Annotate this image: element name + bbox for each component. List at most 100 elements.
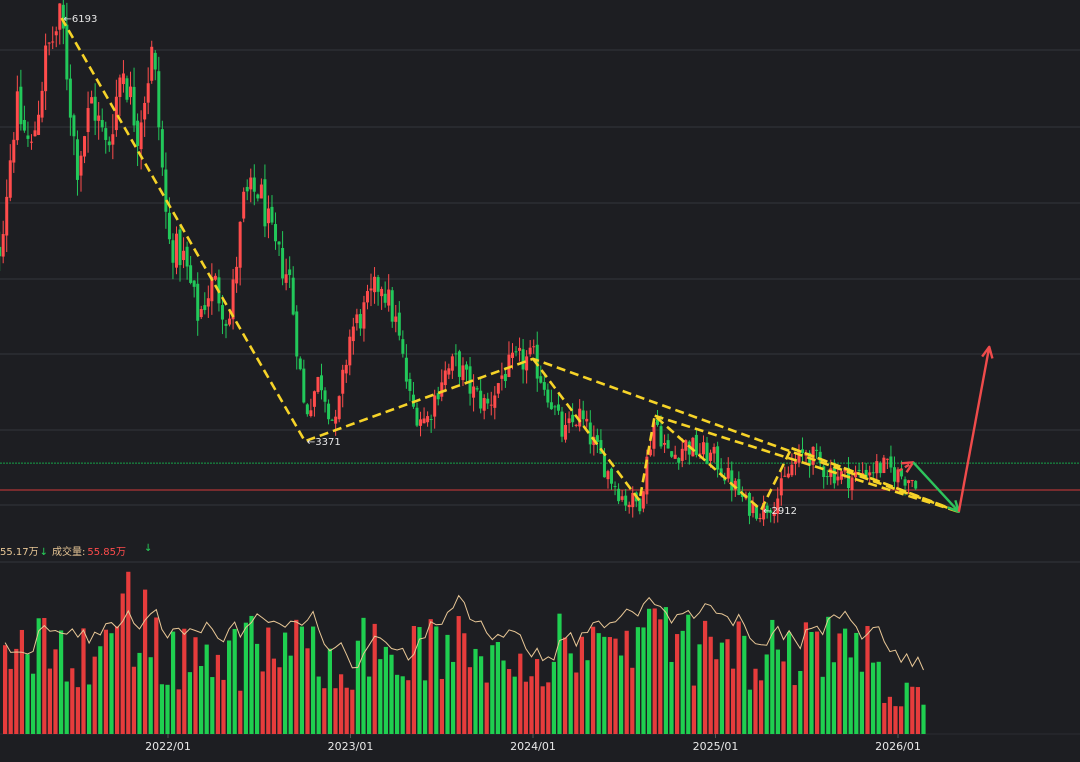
candle-body <box>556 404 560 411</box>
volume-bar <box>277 667 282 734</box>
candle-body <box>465 364 469 370</box>
volume-bar <box>630 667 635 734</box>
candle-body <box>228 318 232 325</box>
candle-body <box>0 246 2 257</box>
candle-body <box>755 505 759 519</box>
candle-body <box>22 119 26 131</box>
volume-legend: 55.17万↓ 成交量: 55.85万 ↓ <box>0 543 152 558</box>
candle-body <box>68 78 72 118</box>
candle-body <box>472 386 476 398</box>
volume-bar <box>451 661 456 734</box>
candle-body <box>97 115 101 121</box>
candle-body <box>429 419 433 421</box>
volume-bar <box>490 645 495 734</box>
volume-bar <box>249 615 254 734</box>
candle-body <box>319 375 323 391</box>
volume-bar <box>714 659 719 734</box>
candle-body <box>655 419 659 425</box>
volume-bar <box>467 667 472 734</box>
volume-bar <box>339 674 344 734</box>
candle-body <box>900 468 904 477</box>
volume-bar <box>31 673 36 734</box>
candle-body <box>875 461 879 474</box>
pattern-lines-layer <box>60 17 960 514</box>
candle-body <box>143 102 147 120</box>
candle-body <box>397 312 401 336</box>
volume-bar <box>675 634 680 734</box>
candle-body <box>256 194 260 199</box>
volume-bar <box>792 685 797 734</box>
candle-body <box>889 456 893 468</box>
volume-bar <box>165 684 170 734</box>
volume-bar <box>238 690 243 734</box>
candle-body <box>610 468 614 484</box>
volume-bar <box>271 658 276 734</box>
volume-bar <box>479 656 484 734</box>
candle-body <box>496 383 500 394</box>
candle-body <box>178 229 182 266</box>
volume-bar <box>619 655 624 734</box>
volume-bar <box>204 644 209 734</box>
volume-bar <box>120 593 125 734</box>
volume-bar <box>137 652 142 734</box>
candle-body <box>139 122 143 150</box>
volume-bar <box>507 669 512 734</box>
volume-bar <box>568 653 573 734</box>
volume-bar <box>215 654 220 734</box>
candle-body <box>348 336 352 366</box>
volume-bar <box>613 638 618 734</box>
candles-layer <box>0 0 918 526</box>
candle-body <box>776 498 780 514</box>
volume-bars-layer <box>3 571 926 734</box>
volume-bar <box>871 662 876 734</box>
volume-bar <box>400 676 405 734</box>
volume-bar <box>316 676 321 734</box>
candle-body <box>415 407 419 426</box>
price-annotation: ←6193 <box>64 14 98 25</box>
candle-body <box>624 495 628 506</box>
candle-body <box>150 46 154 81</box>
candle-body <box>868 472 872 476</box>
candle-body <box>29 141 33 143</box>
candle-body <box>5 196 9 236</box>
volume-bar <box>859 671 864 734</box>
volume-bar <box>798 670 803 734</box>
volume-bar <box>512 676 517 734</box>
candle-body <box>309 410 313 416</box>
candle-body <box>726 467 730 479</box>
candle-body <box>493 395 497 408</box>
volume-bar <box>143 589 148 734</box>
candle-body <box>277 241 281 245</box>
volume-bar <box>266 627 271 734</box>
volume-bar <box>59 630 64 734</box>
candle-body <box>648 449 652 456</box>
candle-body <box>365 291 369 303</box>
candle-body <box>613 486 617 488</box>
volume-bar <box>770 619 775 734</box>
volume-bar <box>557 613 562 734</box>
candle-body <box>585 418 589 422</box>
candle-body <box>171 240 175 263</box>
candle-body <box>521 349 525 370</box>
volume-bar <box>887 696 892 734</box>
volume-bar <box>731 668 736 734</box>
candle-body <box>252 177 256 192</box>
candle-body <box>447 368 451 375</box>
candle-body <box>167 212 171 240</box>
volume-bar <box>87 684 92 734</box>
candle-body <box>907 480 911 484</box>
volume-bar <box>921 704 926 734</box>
volume-bar <box>686 614 691 734</box>
x-tick-label: 2024/01 <box>510 740 556 753</box>
candle-body <box>65 24 69 80</box>
volume-bar <box>753 668 758 734</box>
candle-body <box>8 160 12 198</box>
candle-body <box>836 476 840 481</box>
candle-body <box>72 115 76 137</box>
volume-bar <box>546 682 551 734</box>
candle-body <box>235 266 239 284</box>
candle-body <box>422 418 426 424</box>
price-annotation: ←3371 <box>307 437 341 448</box>
candle-body <box>698 453 702 455</box>
